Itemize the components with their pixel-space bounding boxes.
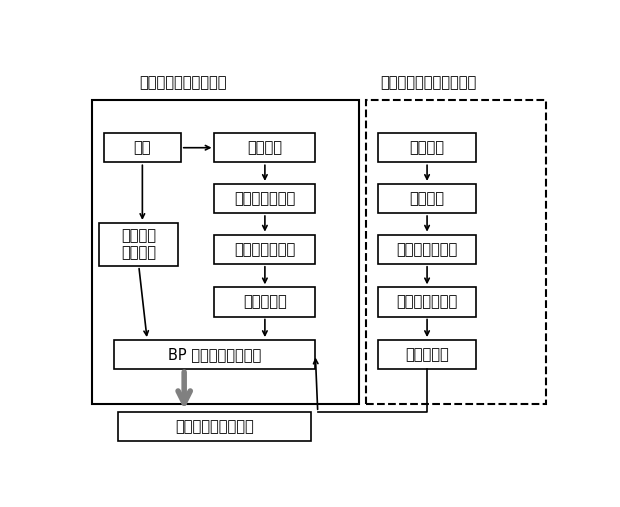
Bar [99, 223, 179, 266]
Text: 茶样: 茶样 [134, 140, 151, 155]
Bar [378, 133, 476, 162]
Bar [215, 287, 316, 316]
Bar [378, 235, 476, 264]
Text: BP 神经网络模型建立: BP 神经网络模型建立 [168, 347, 261, 362]
Bar [113, 340, 316, 369]
Text: 衍生指标值计算: 衍生指标值计算 [234, 242, 296, 257]
Bar [92, 100, 358, 405]
Bar [215, 235, 316, 264]
Text: 待测茶样汤色得分值预测: 待测茶样汤色得分值预测 [380, 75, 476, 90]
Bar [378, 184, 476, 213]
Text: 主成分分析: 主成分分析 [405, 347, 449, 362]
Text: 汤色测色值采集: 汤色测色值采集 [234, 191, 296, 206]
Bar [366, 100, 546, 405]
Bar [118, 412, 311, 442]
Text: 茶汤制备: 茶汤制备 [247, 140, 282, 155]
Bar [378, 340, 476, 369]
Text: 汤色量化评价模型建立: 汤色量化评价模型建立 [140, 75, 227, 90]
Text: 汤色测色值采集: 汤色测色值采集 [396, 242, 458, 257]
Text: 汤色感官
最终评分: 汤色感官 最终评分 [122, 228, 156, 261]
Text: 衍生指标值计算: 衍生指标值计算 [396, 295, 458, 309]
Bar [378, 287, 476, 316]
Bar [104, 133, 181, 162]
Text: 待测茶样: 待测茶样 [410, 140, 445, 155]
Text: 茶汤制备: 茶汤制备 [410, 191, 445, 206]
Bar [215, 184, 316, 213]
Bar [215, 133, 316, 162]
Text: 主成分分析: 主成分分析 [243, 295, 287, 309]
Text: 待测茶样汤色得分值: 待测茶样汤色得分值 [175, 419, 254, 434]
